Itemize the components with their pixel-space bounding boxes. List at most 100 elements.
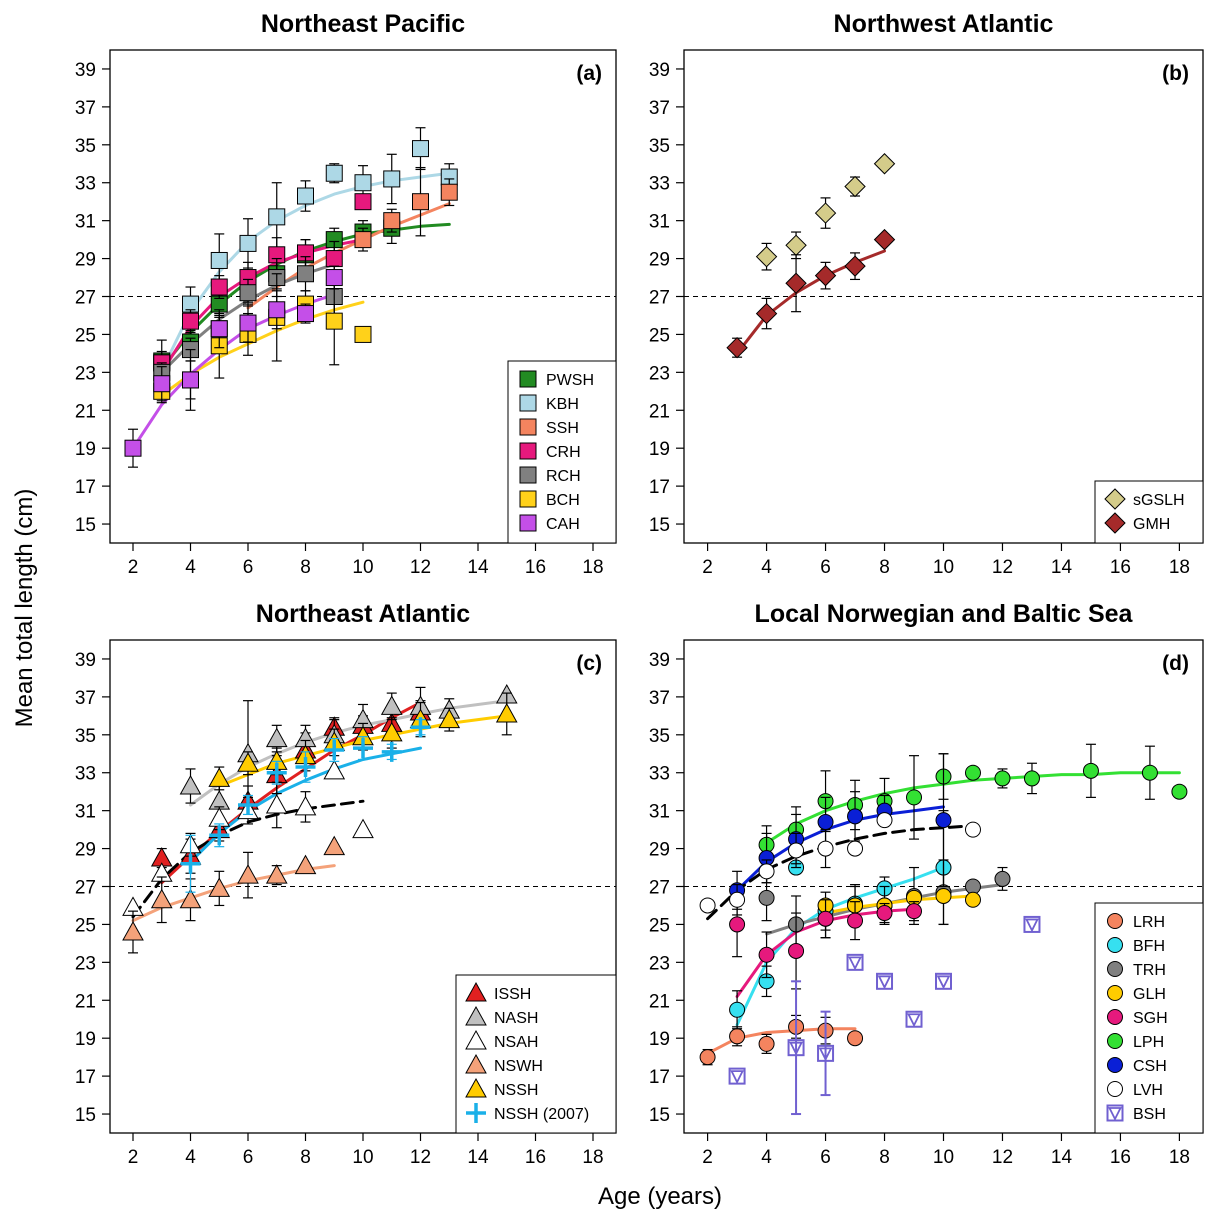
y-tick-label: 35 bbox=[649, 136, 670, 157]
y-tick-label: 27 bbox=[75, 878, 96, 899]
data-point-nsah bbox=[294, 795, 317, 816]
legend-item-sgh: SGH bbox=[1107, 1009, 1168, 1027]
y-tick-label: 21 bbox=[649, 991, 670, 1012]
legend-marker bbox=[1104, 488, 1126, 510]
data-point-nssh-2007 bbox=[295, 757, 316, 778]
data-point-bch bbox=[354, 325, 372, 343]
panel-title: Northeast Atlantic bbox=[256, 600, 470, 628]
legend-item-glh: GLH bbox=[1107, 985, 1166, 1003]
x-tick-label: 16 bbox=[525, 1147, 546, 1168]
legend-item-bfh: BFH bbox=[1107, 937, 1165, 955]
legend-label: CSH bbox=[1133, 1058, 1167, 1075]
legend-item-crh: CRH bbox=[519, 442, 581, 461]
data-point-gmh bbox=[785, 272, 807, 294]
data-point-sgslh bbox=[844, 175, 866, 198]
data-point-rch bbox=[239, 284, 257, 302]
x-tick-label: 8 bbox=[300, 1147, 311, 1168]
y-tick-label: 27 bbox=[649, 288, 670, 309]
x-tick-label: 6 bbox=[243, 557, 254, 578]
data-point-bsh bbox=[935, 972, 952, 990]
data-point-lvh bbox=[847, 840, 864, 857]
y-tick-label: 25 bbox=[75, 915, 96, 936]
data-point-sgslh bbox=[873, 153, 896, 175]
x-tick-label: 8 bbox=[879, 557, 890, 578]
data-point-gmh bbox=[726, 336, 748, 359]
data-point-cah bbox=[325, 269, 343, 287]
y-tick-label: 33 bbox=[75, 764, 96, 785]
data-point-cah bbox=[239, 314, 257, 332]
panels-layer: Northeast Pacific (a) 2 4 6 8 10 12 14 16 18 15 17 19… bbox=[75, 10, 1204, 1168]
legend-label: LPH bbox=[1133, 1034, 1164, 1051]
legend-label: sGSLH bbox=[1133, 492, 1185, 509]
y-tick-label: 15 bbox=[75, 515, 96, 536]
legend-marker bbox=[1104, 512, 1126, 534]
legend-item-lph: LPH bbox=[1107, 1033, 1164, 1051]
y-tick-label: 15 bbox=[649, 1105, 670, 1126]
legend-item-rch: RCH bbox=[519, 466, 581, 485]
legend-item-lvh: LVH bbox=[1107, 1081, 1163, 1099]
x-tick-label: 2 bbox=[702, 557, 713, 578]
data-point-nswh bbox=[265, 864, 288, 884]
data-point-kbh bbox=[297, 187, 314, 205]
data-point-sgslh bbox=[755, 245, 778, 268]
x-tick-label: 8 bbox=[300, 557, 311, 578]
legend-item-cah: CAH bbox=[519, 514, 580, 533]
legend-label: NASH bbox=[494, 1010, 538, 1027]
legend-item-trh: TRH bbox=[1107, 961, 1166, 979]
y-tick-label: 19 bbox=[75, 439, 96, 460]
data-point-lrh bbox=[758, 1035, 775, 1052]
data-point-nssh-2007 bbox=[180, 853, 201, 874]
x-axis-title: Age (years) bbox=[598, 1183, 722, 1210]
panel-a: Northeast Pacific (a) 2 4 6 8 10 12 14 16 18 15 17 19… bbox=[75, 10, 617, 578]
data-point-lvh bbox=[699, 897, 716, 914]
y-tick-label: 21 bbox=[75, 991, 96, 1012]
legend-marker bbox=[519, 370, 537, 388]
legend-label: CAH bbox=[546, 516, 580, 533]
legend-item-pwsh: PWSH bbox=[519, 370, 594, 389]
x-tick-label: 2 bbox=[128, 557, 139, 578]
y-tick-label: 17 bbox=[75, 1067, 96, 1088]
y-tick-label: 15 bbox=[649, 515, 670, 536]
legend-item-ssh: SSH bbox=[519, 418, 579, 437]
x-tick-label: 18 bbox=[582, 1147, 603, 1168]
data-point-sgh bbox=[847, 912, 864, 929]
fit-curve-issh bbox=[160, 701, 422, 885]
panel-letter: (c) bbox=[576, 652, 602, 675]
data-point-kbh bbox=[354, 174, 372, 192]
data-point-nssh bbox=[495, 702, 518, 723]
x-tick-label: 12 bbox=[410, 557, 431, 578]
panel-letter: (a) bbox=[576, 62, 602, 85]
error-bar-bsh bbox=[791, 980, 802, 1116]
data-point-ssh bbox=[383, 212, 401, 230]
legend-label: KBH bbox=[546, 396, 579, 413]
data-point-nssh bbox=[438, 708, 461, 729]
x-tick-label: 10 bbox=[933, 1147, 954, 1168]
data-point-bsh bbox=[846, 953, 864, 971]
legend-item-kbh: KBH bbox=[519, 394, 579, 413]
legend-marker bbox=[1107, 1033, 1123, 1049]
legend-label: ISSH bbox=[494, 986, 531, 1003]
data-point-nssh bbox=[380, 721, 403, 742]
data-point-glh bbox=[964, 891, 981, 908]
data-point-lph bbox=[1023, 770, 1040, 787]
legend-label: BSH bbox=[1133, 1106, 1166, 1123]
y-tick-label: 39 bbox=[75, 60, 96, 81]
data-point-gmh bbox=[873, 228, 896, 251]
x-tick-label: 16 bbox=[1110, 1147, 1131, 1168]
data-point-lvh bbox=[788, 842, 805, 859]
data-point-sgslh bbox=[814, 202, 837, 224]
data-point-bch bbox=[325, 312, 343, 330]
data-point-ssh bbox=[440, 183, 458, 201]
data-point-lvh bbox=[729, 891, 746, 908]
x-tick-label: 10 bbox=[352, 557, 373, 578]
legend-label: NSWH bbox=[494, 1058, 543, 1075]
x-tick-label: 14 bbox=[467, 1147, 489, 1168]
data-point-kbh bbox=[325, 164, 343, 182]
y-tick-label: 25 bbox=[649, 325, 670, 346]
y-tick-label: 33 bbox=[649, 174, 670, 195]
data-point-lph bbox=[994, 770, 1011, 787]
legend-item-nash: NASH bbox=[465, 1005, 538, 1027]
data-point-cah bbox=[124, 439, 142, 457]
y-tick-label: 37 bbox=[649, 98, 670, 119]
x-tick-label: 18 bbox=[1169, 1147, 1190, 1168]
